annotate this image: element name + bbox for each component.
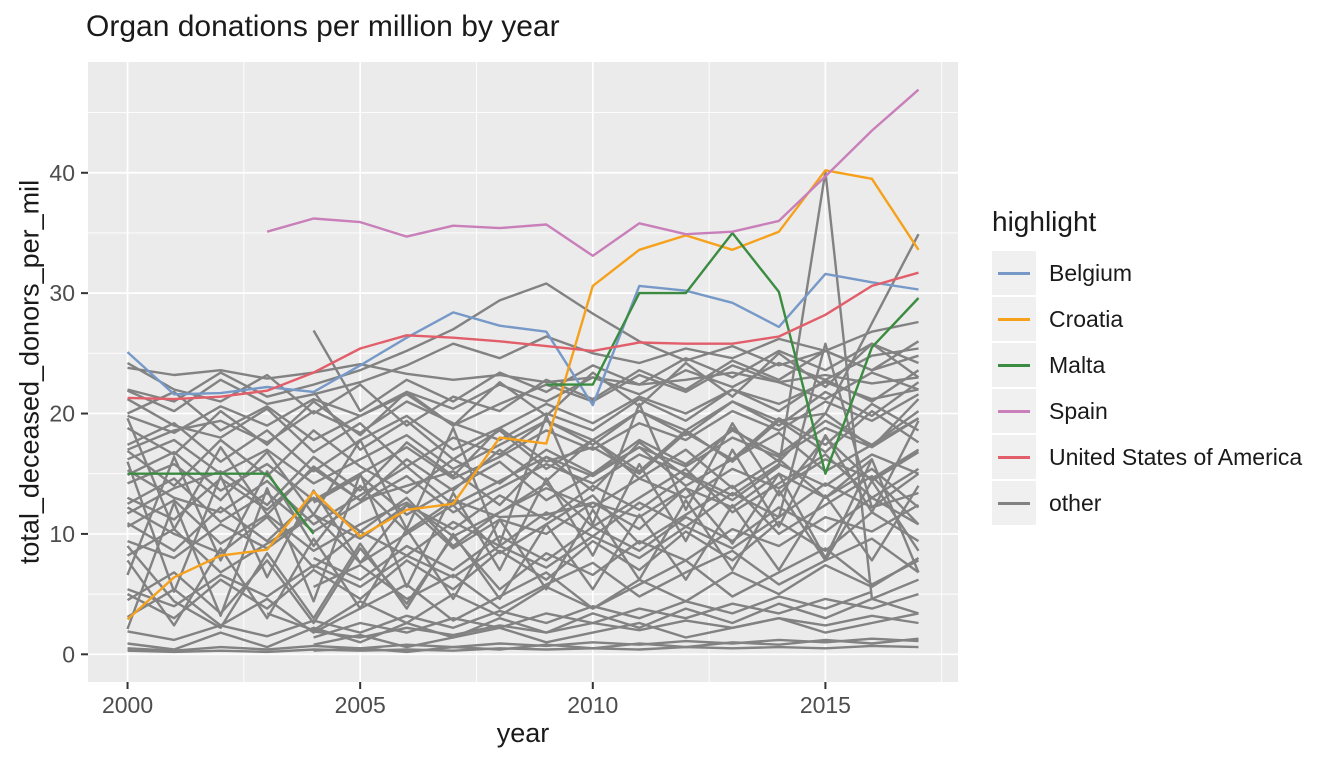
line-other-0 [127,363,919,386]
line-other-33 [126,455,920,576]
y-tick-label: 40 [49,160,75,186]
legend-entry: other [992,480,1302,526]
legend-entry-label: Spain [1049,397,1108,424]
line-other-45 [127,369,920,451]
y-tick-label: 0 [62,641,75,667]
legend-entry-label: other [1049,489,1102,516]
legend-entry: Belgium [992,250,1302,296]
legend-entries: Belgium Croatia Malta Spain United States of… [992,250,1302,526]
line-other-7 [126,448,920,552]
line-other-37 [126,503,920,625]
line-other-11 [127,170,919,601]
line-other-15 [312,329,919,413]
line-other-41 [126,474,920,574]
line-other-40 [126,402,920,515]
line-malta [127,231,920,535]
legend-key-line [998,317,1030,321]
legend-key-line [998,455,1030,459]
legend-key-line [998,363,1030,367]
legend-key-line [998,409,1030,413]
legend-entry: Croatia [992,296,1302,342]
legend-key-line [998,501,1030,505]
line-other-8 [126,453,919,533]
line-spain [266,88,920,257]
legend-key-swatch [992,435,1036,479]
y-tick-label: 20 [49,401,75,427]
line-other-36 [126,453,920,569]
x-tick-label: 2010 [567,692,618,718]
line-other-31 [126,472,920,557]
legend-key-swatch [992,297,1036,341]
legend: highlight Belgium Croatia Malta Spain United… [992,206,1302,526]
legend-title: highlight [992,206,1097,237]
line-other-2 [127,320,919,413]
legend-entry: Malta [992,342,1302,388]
plot-panel [88,62,958,682]
legend-key-swatch [992,481,1036,525]
line-other-22 [313,637,919,654]
x-axis-title: year [496,718,550,748]
legend-key-swatch [992,389,1036,433]
legend-entry-label: Belgium [1049,259,1133,286]
y-tick-label: 10 [49,521,75,547]
line-other-28 [126,479,920,627]
x-tick-label: 2015 [800,692,851,718]
legend-entry-label: Croatia [1049,305,1124,332]
legend-key-line [998,271,1030,275]
line-croatia [126,169,920,621]
line-other-27 [127,644,919,654]
line-other-21 [127,637,919,652]
line-other-38 [126,485,920,629]
legend-entry-label: Malta [1049,351,1106,378]
line-other-39 [126,381,920,468]
y-tick-label: 30 [49,280,75,306]
legend-entry: Spain [992,388,1302,434]
line-other-3 [126,381,919,473]
x-tick-label: 2000 [102,692,153,718]
legend-entry: United States of America [992,434,1302,480]
line-other-44 [126,547,920,634]
line-other-30 [126,458,873,593]
legend-key-swatch [992,251,1036,295]
series-lines [126,88,920,654]
line-other-46 [313,614,919,639]
line-other-43 [126,340,920,427]
x-tick-label: 2005 [335,692,386,718]
legend-entry-label: United States of America [1049,443,1303,470]
line-other-25 [127,597,919,651]
legend-key-swatch [992,343,1036,387]
line-united-states-of-america [127,271,919,401]
line-other-34 [127,402,920,545]
chart-title: Organ donations per million by year [86,10,560,43]
